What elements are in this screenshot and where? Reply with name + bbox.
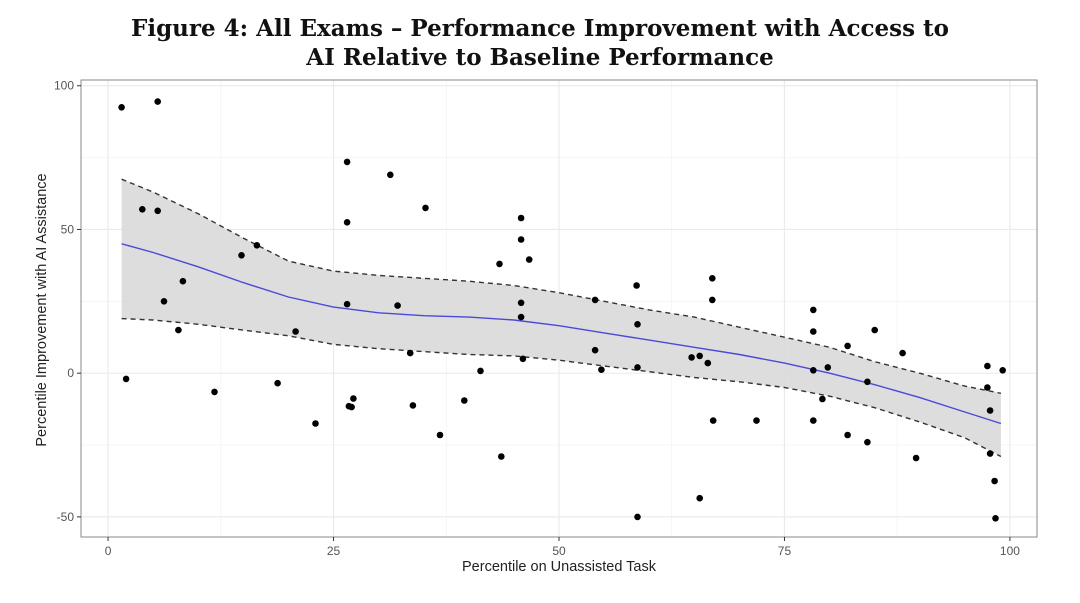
data-point <box>696 352 703 360</box>
data-point <box>498 453 505 460</box>
data-point <box>238 252 245 259</box>
data-point <box>844 431 851 439</box>
data-point <box>634 321 641 328</box>
data-point <box>688 354 695 361</box>
x-axis-label: Percentile on Unassisted Task <box>462 559 657 575</box>
chart-title-line-1: Figure 4: All Exams – Performance Improv… <box>131 15 949 42</box>
data-point <box>709 275 716 282</box>
data-point <box>519 355 527 363</box>
data-point <box>350 395 357 402</box>
data-point <box>986 407 994 414</box>
data-point <box>496 260 503 268</box>
data-point <box>436 431 444 439</box>
data-point <box>810 306 817 314</box>
confidence-ribbon <box>121 179 1001 457</box>
data-point <box>122 375 130 383</box>
data-point <box>343 158 351 166</box>
data-point <box>517 313 525 321</box>
data-point <box>461 397 468 404</box>
data-point <box>992 515 999 522</box>
data-point <box>709 417 717 424</box>
data-point <box>912 454 920 462</box>
data-point <box>810 417 817 424</box>
data-point <box>598 366 605 374</box>
y-tick-label: -50 <box>57 510 75 524</box>
x-tick-label: 100 <box>1000 544 1020 558</box>
data-point <box>753 417 760 424</box>
x-tick-label: 75 <box>778 544 792 558</box>
x-tick-label: 0 <box>105 544 112 558</box>
data-point <box>984 384 991 391</box>
data-point <box>387 171 394 179</box>
lower-bound-line <box>121 317 1002 458</box>
data-point <box>999 367 1006 374</box>
data-point <box>633 282 640 289</box>
data-point <box>394 302 401 309</box>
data-point <box>253 242 261 249</box>
data-point <box>179 277 187 285</box>
data-point <box>160 298 168 305</box>
data-point <box>525 256 533 263</box>
data-point <box>591 296 599 304</box>
data-point <box>591 346 599 354</box>
data-point <box>899 349 906 357</box>
data-point <box>810 328 817 335</box>
data-point <box>312 420 319 427</box>
data-point <box>864 378 871 386</box>
data-point <box>844 342 851 350</box>
data-point <box>211 388 218 396</box>
fit-line <box>121 243 1002 425</box>
x-tick-label: 25 <box>327 544 341 558</box>
data-point <box>175 326 182 334</box>
data-point <box>819 395 826 403</box>
data-point <box>292 328 299 335</box>
y-tick-label: 50 <box>61 222 75 236</box>
data-point <box>139 206 146 213</box>
data-point <box>274 379 281 387</box>
data-point <box>348 403 355 411</box>
data-point <box>634 513 641 521</box>
data-point <box>696 494 703 502</box>
y-tick-label: 0 <box>67 366 74 380</box>
y-tick-label: 100 <box>54 79 74 93</box>
data-point <box>864 438 871 446</box>
data-point <box>477 367 484 375</box>
data-point <box>824 364 832 371</box>
data-point <box>991 477 998 485</box>
y-axis-label: Percentile Improvement with AI Assistanc… <box>34 173 50 446</box>
data-point <box>517 214 525 222</box>
data-point <box>118 104 125 111</box>
chart-title: Figure 4: All Exams – Performance Improv… <box>0 14 1080 72</box>
data-point <box>154 207 161 215</box>
data-point <box>517 236 525 243</box>
data-point <box>409 402 417 409</box>
chart-title-line-2: AI Relative to Baseline Performance <box>306 44 774 71</box>
x-tick-label: 50 <box>552 544 566 558</box>
axes-layer: 0 25 50 75 100 -50 0 50 100 <box>54 79 1038 558</box>
data-point <box>406 349 414 357</box>
data-point <box>517 299 525 307</box>
data-point <box>154 98 161 105</box>
data-point <box>422 204 429 212</box>
data-point <box>871 326 878 334</box>
data-point <box>709 296 716 304</box>
data-point <box>634 364 641 371</box>
data-point <box>343 300 351 308</box>
data-point <box>704 359 712 367</box>
data-point <box>343 219 351 226</box>
points-layer <box>118 98 1006 522</box>
confidence-band <box>121 179 1001 457</box>
data-point <box>984 362 991 370</box>
upper-bound-line <box>121 178 1002 394</box>
fit-line-layer <box>121 178 1002 458</box>
data-point <box>986 450 994 457</box>
data-point <box>810 367 817 374</box>
